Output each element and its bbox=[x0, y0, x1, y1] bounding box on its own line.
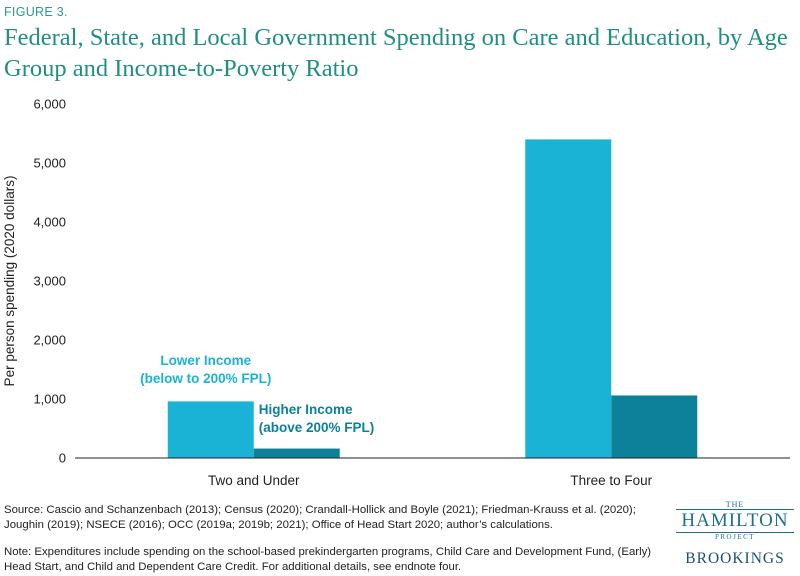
hamilton-brookings-logo: THE HAMILTON PROJECT BROOKINGS bbox=[672, 500, 798, 568]
logo-brookings: BROOKINGS bbox=[685, 550, 785, 567]
bar-higher-income-1 bbox=[611, 395, 698, 458]
series-label-lower-income: Lower Income (below to 200% FPL) bbox=[140, 353, 271, 386]
bar-chart: 0 1,000 2,000 3,000 4,000 5,000 6,000 Two and … bbox=[2, 97, 790, 488]
logo-the: THE bbox=[725, 500, 745, 509]
footnote: Note: Expenditures include spending on t… bbox=[4, 546, 652, 573]
y-tick-label: 3,000 bbox=[33, 274, 66, 289]
y-tick-label: 1,000 bbox=[33, 392, 66, 407]
y-tick-label: 6,000 bbox=[33, 97, 66, 112]
bar-lower-income-1 bbox=[525, 139, 612, 458]
logo-project: PROJECT bbox=[714, 533, 756, 541]
figure-label: FIGURE 3. bbox=[4, 5, 68, 19]
chart-title: Federal, State, and Local Government Spe… bbox=[4, 24, 788, 82]
bar-higher-income-0 bbox=[253, 448, 340, 458]
category-label: Three to Four bbox=[570, 473, 652, 488]
bar-lower-income-0 bbox=[167, 401, 254, 458]
y-tick-label: 5,000 bbox=[33, 156, 66, 171]
category-labels: Two and Under Three to Four bbox=[208, 473, 653, 488]
logo-hamilton: HAMILTON bbox=[676, 509, 794, 533]
series-labels: Lower Income (below to 200% FPL) Higher In… bbox=[140, 353, 374, 435]
y-axis-ticks: 0 1,000 2,000 3,000 4,000 5,000 6,000 bbox=[33, 97, 66, 466]
y-tick-label: 4,000 bbox=[33, 215, 66, 230]
bars bbox=[167, 139, 698, 458]
y-tick-label: 0 bbox=[59, 451, 66, 466]
y-tick-label: 2,000 bbox=[33, 333, 66, 348]
y-axis-label: Per person spending (2020 dollars) bbox=[2, 176, 17, 387]
source-note: Source: Cascio and Schanzenbach (2013); … bbox=[4, 504, 636, 531]
series-label-higher-income: Higher Income (above 200% FPL) bbox=[259, 402, 375, 435]
category-label: Two and Under bbox=[208, 473, 300, 488]
